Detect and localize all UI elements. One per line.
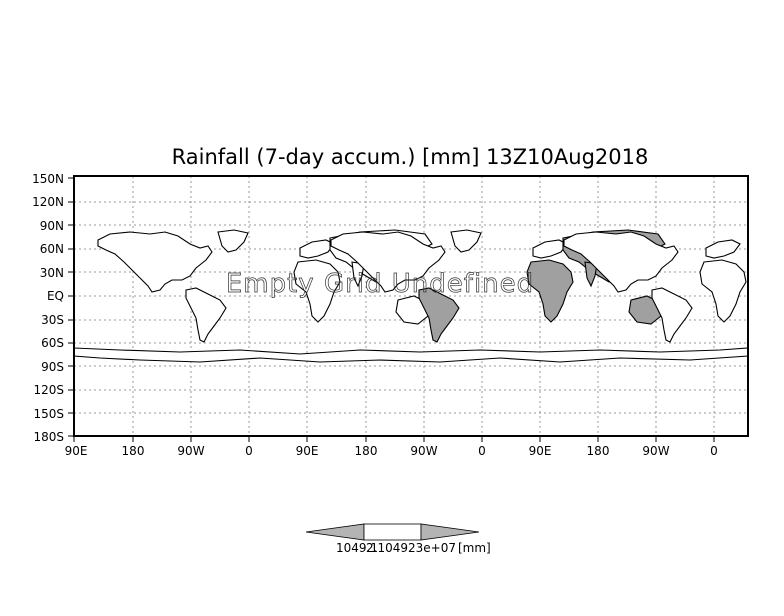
- map-frame: [73, 175, 749, 437]
- y-tick-label: 120N: [32, 195, 64, 209]
- x-tick-label: 90W: [642, 444, 669, 458]
- north-america-landmass-repeat: [330, 231, 446, 293]
- europe-landmass: [299, 239, 335, 259]
- watermark-text: Empty Grid Undefined: [226, 269, 534, 299]
- x-tick-label: 90W: [177, 444, 204, 458]
- europe-landmass-repeat-2: [705, 239, 741, 259]
- greenland-landmass: [217, 229, 249, 253]
- south-america-landmass-repeat: [418, 287, 460, 343]
- continents-repeat-2: [563, 231, 747, 343]
- north-america-landmass-repeat-2: [563, 231, 679, 293]
- colorbar-unit: [mm]: [458, 541, 491, 555]
- colorbar-left-arrow: [305, 523, 365, 541]
- map-panel: Empty Grid Undefined: [32, 172, 749, 458]
- x-tick-label: 0: [478, 444, 486, 458]
- x-tick-label: 90E: [529, 444, 552, 458]
- y-axis-labels: 150N 120N 90N 60N 30N EQ 30S 60S 90S 120…: [32, 172, 64, 444]
- tick-marks: [68, 177, 715, 442]
- africa-landmass: [293, 259, 341, 323]
- colorbar: 1049.1 2.104923e+07 [mm]: [305, 523, 491, 555]
- y-tick-label: 30N: [40, 266, 64, 280]
- y-tick-label: 150N: [32, 172, 64, 186]
- colorbar-box: [363, 523, 422, 541]
- x-axis-labels: 90E 180 90W 0 90E 180 90W 0 90E 180 90W …: [65, 444, 718, 458]
- africa-landmass-repeat-2: [699, 259, 747, 323]
- x-tick-label: 90E: [296, 444, 319, 458]
- europe-landmass-repeat: [532, 239, 568, 259]
- y-tick-label: 30S: [41, 313, 64, 327]
- y-tick-label: 180S: [33, 430, 64, 444]
- australia-landmass: [395, 295, 429, 325]
- x-tick-label: 180: [355, 444, 378, 458]
- colorbar-label-overlap: 2.104923e+07: [366, 541, 456, 555]
- y-tick-label: EQ: [47, 289, 64, 303]
- map-title: Rainfall (7-day accum.) [mm] 13Z10Aug201…: [172, 145, 649, 169]
- africa-landmass-repeat: [526, 259, 574, 323]
- y-tick-label: 150S: [33, 407, 64, 421]
- y-tick-label: 60N: [40, 242, 64, 256]
- south-america-landmass: [185, 287, 227, 343]
- x-tick-label: 90W: [410, 444, 437, 458]
- greenland-landmass-repeat: [450, 229, 482, 253]
- colorbar-label-value: 1049.1: [336, 541, 378, 555]
- australia-landmass-repeat: [628, 295, 662, 325]
- x-tick-label: 180: [122, 444, 145, 458]
- y-tick-label: 120S: [33, 383, 64, 397]
- y-tick-label: 90S: [41, 360, 64, 374]
- y-tick-label: 60S: [41, 336, 64, 350]
- x-tick-label: 180: [587, 444, 610, 458]
- north-america-landmass: [97, 231, 213, 293]
- x-tick-label: 0: [245, 444, 253, 458]
- south-america-landmass-repeat-2: [651, 287, 693, 343]
- colorbar-right-arrow: [420, 523, 480, 541]
- x-tick-label: 90E: [65, 444, 88, 458]
- x-tick-label: 0: [710, 444, 718, 458]
- y-tick-label: 90N: [40, 219, 64, 233]
